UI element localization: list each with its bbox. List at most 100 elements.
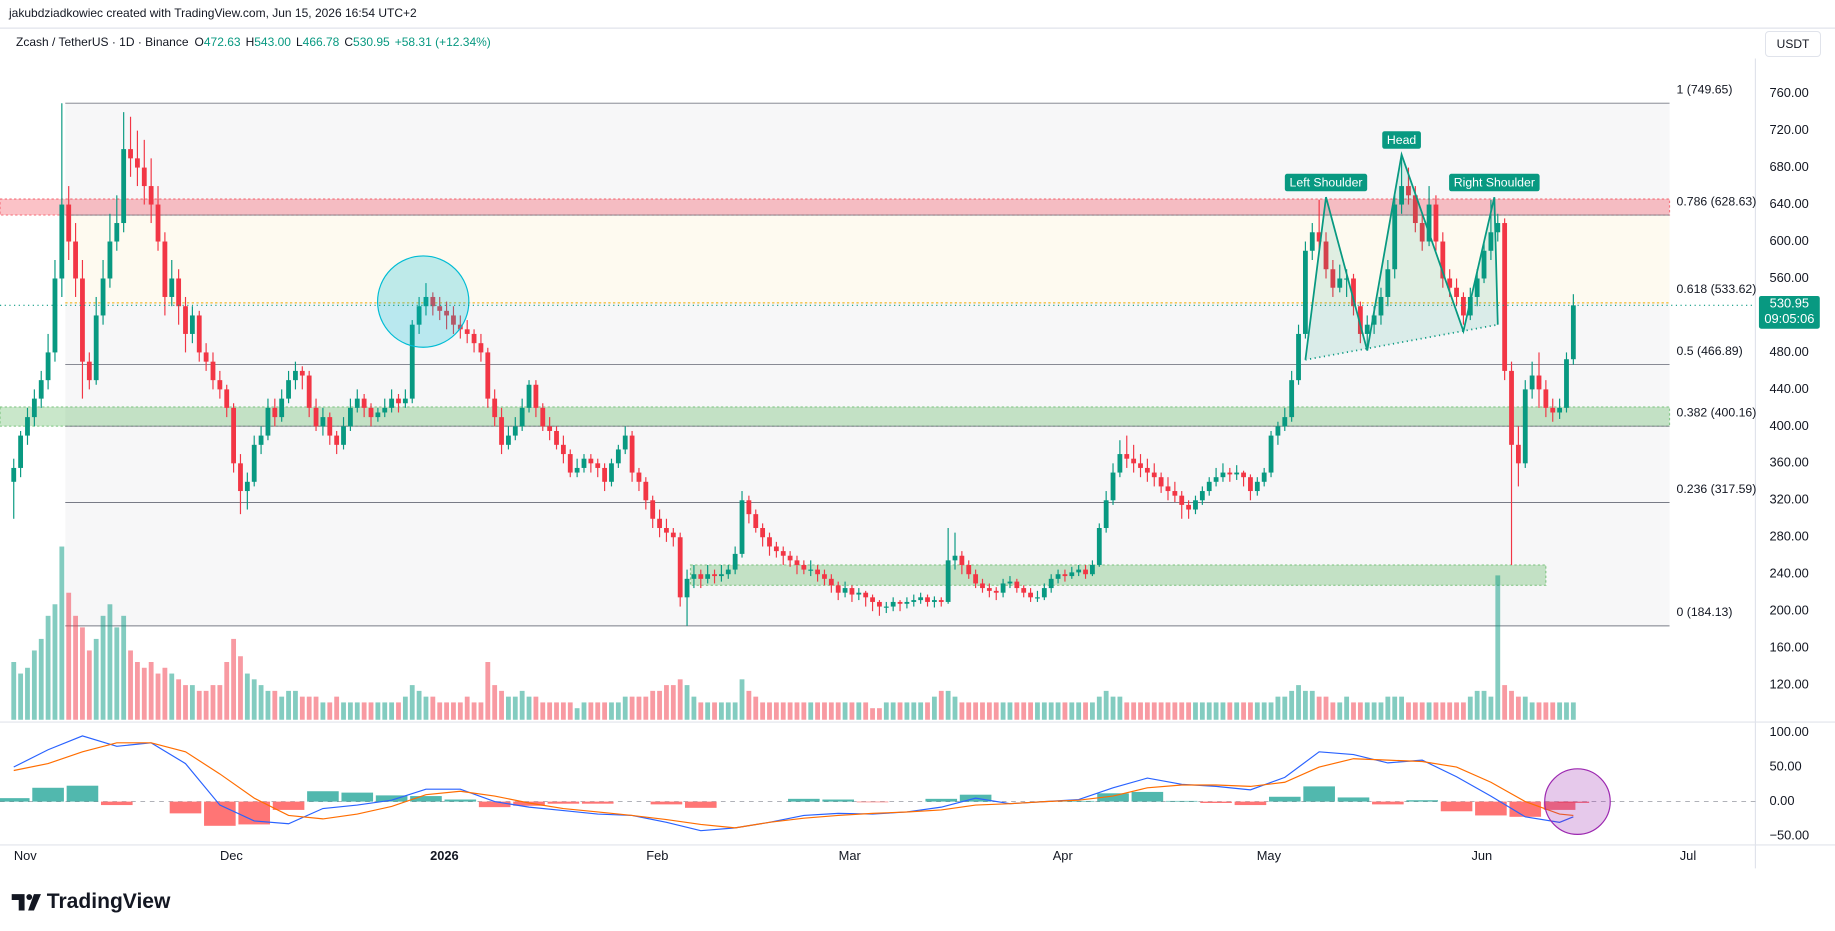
volume-bar xyxy=(567,702,573,720)
volume-bar xyxy=(856,702,862,720)
candle-body xyxy=(506,435,511,445)
candle-body xyxy=(313,407,319,427)
volume-bar xyxy=(1213,702,1219,720)
candle-body xyxy=(1220,472,1226,478)
volume-bar xyxy=(1488,696,1494,720)
candle-body xyxy=(1055,574,1061,579)
y-tick-label: 640.00 xyxy=(1769,196,1808,211)
y-tick-label: 360.00 xyxy=(1769,455,1808,470)
candle-body xyxy=(794,560,800,565)
x-tick-label: Jun xyxy=(1471,848,1492,863)
volume-bar xyxy=(904,702,910,720)
volume-bar xyxy=(842,702,848,720)
candle-body xyxy=(1399,186,1404,205)
volume-bar xyxy=(31,650,37,720)
candle-body xyxy=(719,574,724,577)
countdown: 09:05:06 xyxy=(1764,311,1814,326)
volume-bar xyxy=(1165,702,1171,720)
volume-bar xyxy=(1502,685,1508,720)
volume-bar xyxy=(890,702,896,720)
volume-bar xyxy=(945,690,951,720)
candle-body xyxy=(1474,278,1480,297)
x-tick-label: Mar xyxy=(839,848,862,863)
currency-button[interactable]: USDT xyxy=(1765,31,1821,57)
volume-bar xyxy=(712,702,717,720)
candle-body xyxy=(1083,569,1088,575)
volume-bar xyxy=(457,702,463,720)
volume-bar xyxy=(952,696,958,720)
volume-bar xyxy=(801,702,807,720)
candle-body xyxy=(265,407,271,436)
volume-bar xyxy=(299,696,305,720)
volume-bar xyxy=(877,708,882,720)
volume-bar xyxy=(540,702,546,720)
volume-bar xyxy=(66,592,72,720)
candle-body xyxy=(1309,232,1315,251)
volume-bar xyxy=(437,702,443,720)
candle-body xyxy=(1261,472,1267,482)
volume-bar xyxy=(973,702,979,720)
candle-body xyxy=(856,592,862,595)
candle-body xyxy=(1014,581,1020,589)
volume-bar xyxy=(993,702,999,720)
macd-histogram-bar xyxy=(1475,801,1507,816)
volume-bar xyxy=(828,702,834,720)
candle-body xyxy=(705,574,711,579)
macd-histogram-bar xyxy=(1131,791,1164,802)
volume-bar xyxy=(1261,702,1267,720)
candle-body xyxy=(382,407,388,413)
volume-bar xyxy=(409,685,415,720)
volume-bar xyxy=(1309,690,1315,720)
volume-bar xyxy=(176,679,182,720)
candle-body xyxy=(959,555,965,565)
candle-body xyxy=(904,601,910,604)
fib-label: 0.236 (317.59) xyxy=(1677,482,1757,496)
symbol-bar: Zcash / TetherUS · 1D · Binance O472.63 … xyxy=(16,35,491,49)
macd-histogram-bar xyxy=(444,799,477,802)
fib-label: 0.382 (400.16) xyxy=(1677,406,1757,420)
volume-bar xyxy=(664,685,669,720)
volume-bar xyxy=(705,702,711,720)
y-tick-label: 760.00 xyxy=(1769,85,1808,100)
volume-bar xyxy=(691,696,697,720)
candle-body xyxy=(361,398,367,408)
volume-bar xyxy=(753,696,759,720)
candle-body xyxy=(1158,477,1164,487)
volume-bar xyxy=(375,702,381,720)
fib-band xyxy=(65,215,1670,303)
candle-body xyxy=(533,384,539,408)
candle-body xyxy=(973,574,979,584)
candle-body xyxy=(1206,481,1212,492)
ohlc: O472.63 H543.00 L466.78 C530.95 +58.31 (… xyxy=(195,35,491,49)
macd-histogram-bar xyxy=(1509,801,1542,817)
y-tick-label: 160.00 xyxy=(1769,640,1808,655)
volume-bar xyxy=(1440,702,1446,720)
macd-histogram-bar xyxy=(1234,801,1267,806)
ohlc-value: 543.00 xyxy=(254,35,291,49)
candle-body xyxy=(1241,472,1246,478)
candle-body xyxy=(430,296,436,307)
candle-body xyxy=(409,324,415,399)
volume-bar xyxy=(1193,702,1198,720)
candle-body xyxy=(1165,486,1171,492)
candle-body xyxy=(581,458,587,468)
candle-body xyxy=(1543,389,1549,408)
candle-body xyxy=(822,574,827,579)
candle-body xyxy=(18,435,24,468)
volume-bar xyxy=(423,696,429,720)
fib-band xyxy=(65,364,1670,427)
y-tick-label: 320.00 xyxy=(1769,492,1808,507)
volume-bar xyxy=(416,690,422,720)
volume-bar xyxy=(162,667,168,720)
candle-body xyxy=(540,407,546,427)
candle-body xyxy=(251,444,257,482)
volume-bar xyxy=(272,690,278,720)
volume-bar xyxy=(347,702,353,720)
candle-body xyxy=(347,407,353,427)
macd-histogram-bar xyxy=(547,801,580,804)
macd-histogram-bar xyxy=(1200,801,1232,803)
candle-body xyxy=(368,407,374,418)
ohlc-item: L466.78 xyxy=(296,35,339,49)
candle-body xyxy=(128,149,133,159)
volume-bar xyxy=(334,696,340,720)
